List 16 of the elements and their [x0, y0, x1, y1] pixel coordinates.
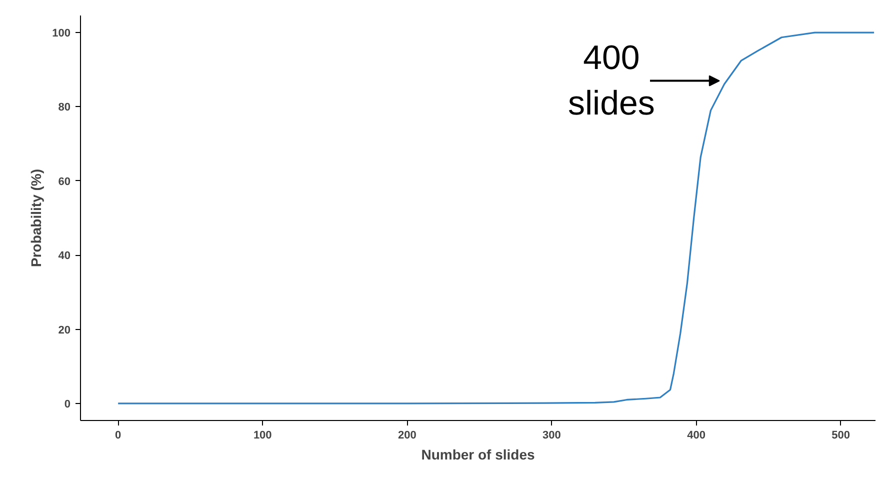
x-tick-label: 400 [687, 430, 706, 442]
y-tick-label: 20 [58, 324, 71, 336]
y-axis-title: Probability (%) [28, 168, 44, 268]
x-tick-label: 300 [542, 430, 561, 442]
annotation: 400 slides [568, 38, 655, 123]
y-tick-label: 40 [58, 250, 71, 262]
y-tick-label: 0 [64, 398, 71, 410]
y-tick-label: 80 [58, 102, 71, 114]
x-tick-label: 100 [253, 430, 272, 442]
x-tick-label: 200 [398, 430, 416, 442]
y-tick-label: 100 [52, 28, 71, 40]
x-tick-label: 500 [832, 430, 850, 442]
x-tick-label: 0 [115, 430, 122, 442]
x-axis-title: Number of slides [421, 446, 536, 462]
y-tick-label: 60 [58, 176, 71, 188]
line-series [117, 32, 875, 404]
